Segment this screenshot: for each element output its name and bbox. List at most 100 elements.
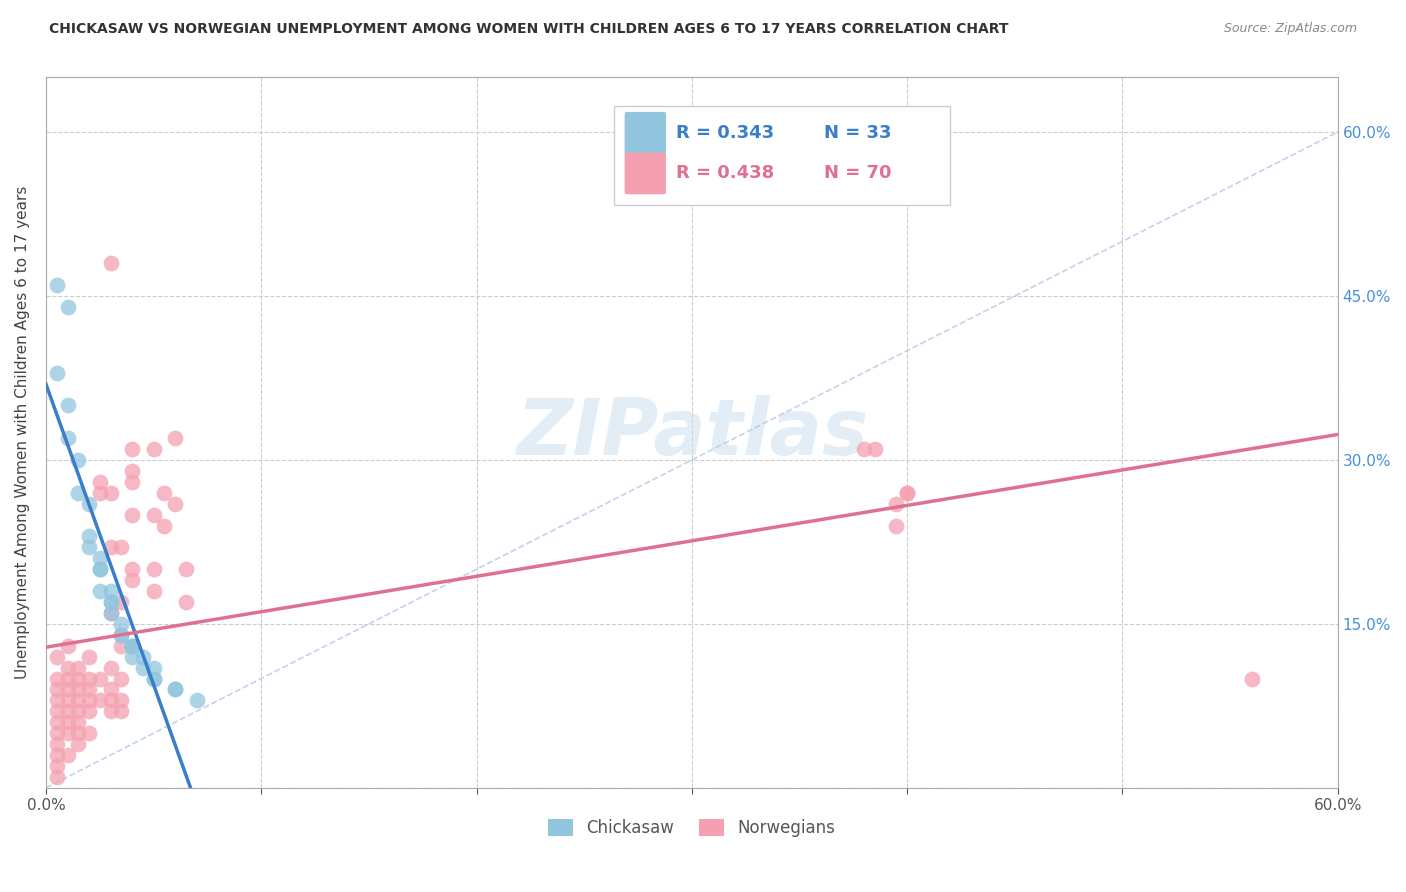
Point	[56, 682, 79, 697]
Point	[77, 497, 100, 511]
Point	[89, 584, 111, 599]
Text: R = 0.438: R = 0.438	[676, 164, 775, 182]
Point	[77, 529, 100, 543]
Point	[77, 649, 100, 664]
Point	[100, 704, 122, 718]
Point	[77, 704, 100, 718]
Point	[45, 278, 67, 293]
Point	[110, 704, 132, 718]
Point	[45, 704, 67, 718]
Point	[142, 562, 165, 576]
Point	[142, 672, 165, 686]
Point	[100, 256, 122, 270]
Point	[863, 442, 886, 456]
Point	[110, 541, 132, 555]
Point	[56, 660, 79, 674]
Point	[67, 715, 90, 730]
Point	[110, 672, 132, 686]
Point	[56, 398, 79, 412]
Y-axis label: Unemployment Among Women with Children Ages 6 to 17 years: Unemployment Among Women with Children A…	[15, 186, 30, 680]
Point	[89, 551, 111, 566]
Text: ZIPatlas: ZIPatlas	[516, 394, 868, 471]
Point	[100, 693, 122, 707]
Point	[45, 682, 67, 697]
Point	[100, 606, 122, 620]
Point	[110, 628, 132, 642]
Point	[121, 649, 143, 664]
Point	[56, 672, 79, 686]
Point	[67, 453, 90, 467]
Point	[884, 518, 907, 533]
Point	[110, 639, 132, 653]
Point	[121, 562, 143, 576]
Point	[89, 562, 111, 576]
Point	[56, 704, 79, 718]
Point	[142, 672, 165, 686]
Point	[100, 584, 122, 599]
Point	[165, 682, 187, 697]
Point	[142, 584, 165, 599]
Point	[45, 715, 67, 730]
Text: N = 70: N = 70	[824, 164, 891, 182]
Point	[132, 649, 155, 664]
Point	[121, 442, 143, 456]
Point	[896, 485, 918, 500]
Point	[67, 693, 90, 707]
Point	[142, 442, 165, 456]
Point	[853, 442, 876, 456]
Point	[1240, 672, 1263, 686]
Point	[89, 485, 111, 500]
Point	[89, 693, 111, 707]
Text: Source: ZipAtlas.com: Source: ZipAtlas.com	[1223, 22, 1357, 36]
Point	[165, 497, 187, 511]
FancyBboxPatch shape	[614, 106, 950, 205]
Point	[153, 485, 176, 500]
Point	[45, 366, 67, 380]
Point	[121, 573, 143, 587]
FancyBboxPatch shape	[624, 112, 666, 153]
Point	[89, 562, 111, 576]
Point	[100, 485, 122, 500]
Point	[67, 737, 90, 751]
Point	[45, 747, 67, 762]
Point	[110, 693, 132, 707]
Point	[56, 715, 79, 730]
Point	[884, 497, 907, 511]
Point	[56, 639, 79, 653]
Point	[67, 682, 90, 697]
Point	[121, 639, 143, 653]
Point	[142, 508, 165, 522]
Point	[186, 693, 208, 707]
FancyBboxPatch shape	[624, 153, 666, 194]
Point	[77, 693, 100, 707]
Point	[174, 562, 197, 576]
Point	[110, 616, 132, 631]
Point	[142, 660, 165, 674]
Point	[56, 431, 79, 445]
Point	[165, 431, 187, 445]
Point	[45, 649, 67, 664]
Point	[100, 606, 122, 620]
Point	[45, 726, 67, 740]
Point	[89, 672, 111, 686]
Point	[121, 639, 143, 653]
Point	[67, 660, 90, 674]
Point	[121, 639, 143, 653]
Text: N = 33: N = 33	[824, 124, 891, 142]
Point	[67, 672, 90, 686]
Point	[67, 704, 90, 718]
Point	[77, 672, 100, 686]
Point	[45, 672, 67, 686]
Point	[77, 682, 100, 697]
Point	[45, 693, 67, 707]
Point	[110, 595, 132, 609]
Point	[56, 300, 79, 314]
Point	[896, 485, 918, 500]
Point	[45, 759, 67, 773]
Point	[132, 660, 155, 674]
Point	[56, 747, 79, 762]
Text: R = 0.343: R = 0.343	[676, 124, 775, 142]
Point	[121, 508, 143, 522]
Point	[110, 628, 132, 642]
Legend: Chickasaw, Norwegians: Chickasaw, Norwegians	[541, 812, 842, 844]
